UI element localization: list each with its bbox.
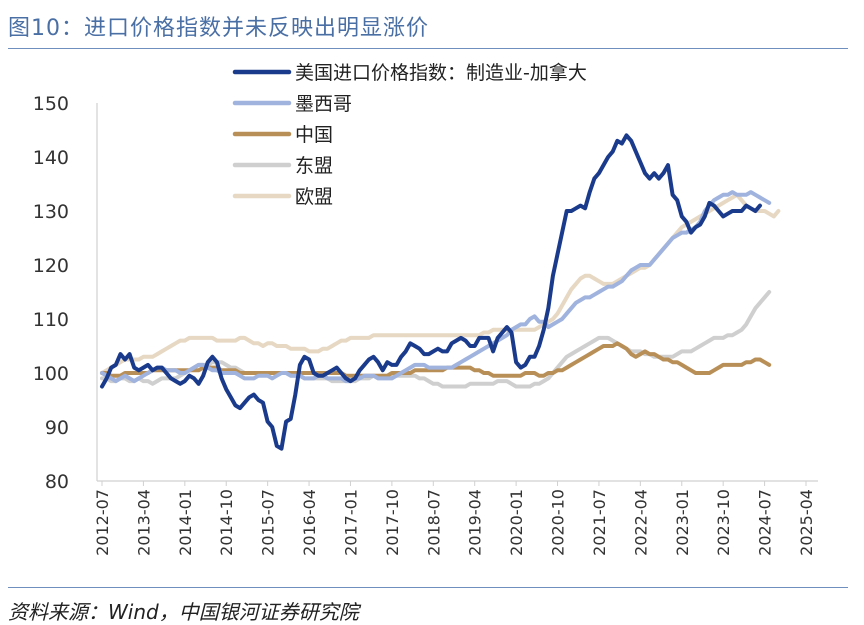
x-tick-label: 2019-04 [466, 489, 485, 556]
series-line-1 [100, 190, 772, 384]
x-tick-label: 2016-04 [300, 489, 319, 556]
legend-label: 美国进口价格指数：制造业-加拿大 [295, 61, 587, 84]
y-tick-label: 80 [45, 471, 69, 493]
x-tick-label: 2025-04 [797, 489, 816, 556]
legend-label: 欧盟 [295, 186, 333, 208]
x-tick-label: 2015-07 [259, 489, 278, 556]
legend-label: 东盟 [295, 155, 333, 177]
y-tick-label: 110 [33, 309, 69, 331]
x-tick-label: 2023-10 [714, 489, 733, 556]
chart-axes [96, 103, 818, 482]
x-tick-label: 2023-01 [673, 489, 692, 556]
legend-label: 中国 [295, 124, 333, 146]
x-tick-label: 2012-07 [93, 489, 112, 556]
source-divider [8, 587, 848, 588]
y-tick-label: 140 [33, 147, 69, 169]
series-lines [100, 133, 781, 451]
x-tick-label: 2021-07 [590, 489, 609, 556]
y-tick-label: 130 [33, 201, 69, 223]
title-divider [8, 48, 848, 49]
y-tick-label: 90 [45, 417, 69, 439]
x-tick-label: 2020-10 [549, 489, 568, 556]
x-tick-label: 2017-01 [341, 489, 360, 556]
x-tick-label: 2017-10 [383, 489, 402, 556]
series-line-2 [100, 341, 772, 378]
x-tick-label: 2014-10 [217, 489, 236, 556]
y-tick-label: 120 [33, 255, 69, 277]
x-tick-label: 2022-04 [631, 489, 650, 556]
x-tick-label: 2024-07 [756, 489, 775, 556]
x-tick-label: 2014-01 [176, 489, 195, 556]
x-axis-ticks: 2012-07 2013-04 2014-01 2014-10 2015-07 2016-… [93, 481, 816, 556]
x-tick-label: 2018-07 [424, 489, 443, 556]
source-note: 资料来源：Wind，中国银河证券研究院 [8, 600, 359, 624]
x-tick-label: 2013-04 [134, 489, 153, 556]
series-line-4 [100, 192, 781, 375]
y-tick-label: 100 [33, 363, 69, 385]
legend-label: 墨西哥 [295, 93, 352, 115]
x-tick-label: 2020-01 [507, 489, 526, 556]
figure-title: 图10：进口价格指数并未反映出明显涨价 [8, 16, 429, 41]
y-axis-ticks: 80 90 100 110 120 130 140 150 [33, 93, 69, 493]
series-line-0 [100, 133, 762, 451]
y-tick-label: 150 [33, 93, 69, 115]
